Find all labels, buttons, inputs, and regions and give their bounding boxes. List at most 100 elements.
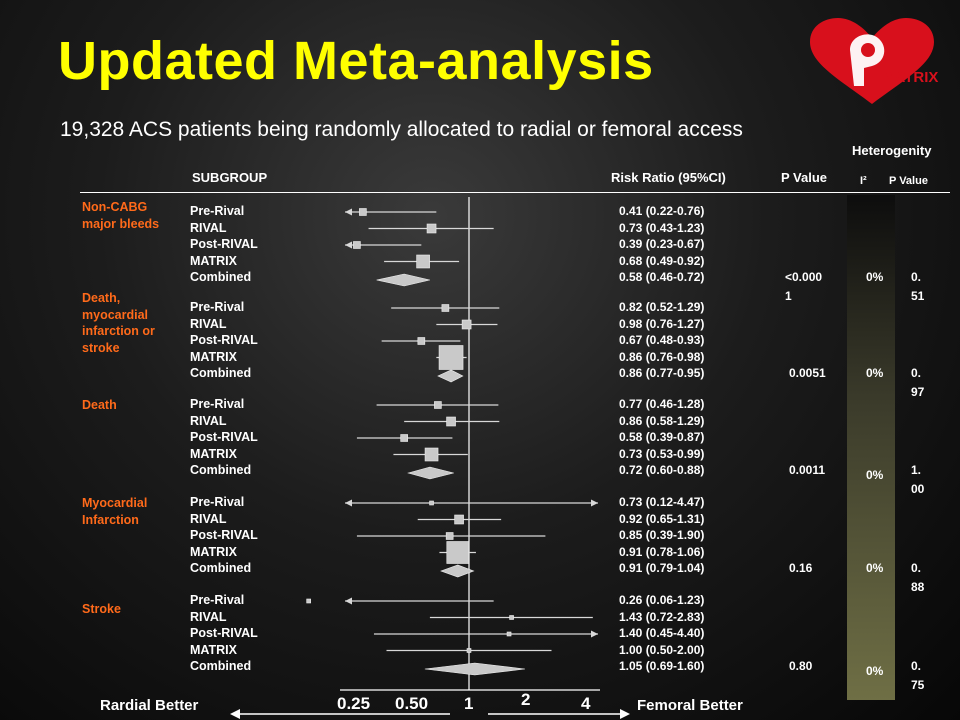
study-rr-text: 0.68 (0.49-0.92) (619, 253, 705, 268)
study-rr-text: 0.41 (0.22-0.76) (619, 204, 705, 218)
study-name: Post-RIVAL (190, 333, 258, 347)
point-estimate-square (434, 401, 442, 409)
heterogeneity-column-band (847, 195, 895, 700)
svg-text:MATRIX: MATRIX (882, 69, 938, 86)
radial-arrow-head (230, 709, 240, 719)
heterogeneity-p-value: 1.00 (911, 463, 925, 496)
heterogeneity-p-value: 0.51 (911, 270, 925, 303)
pooled-p-value: 0.16 (789, 561, 813, 575)
combined-label: Combined (190, 659, 252, 673)
subgroup-label: Death, myocardial infarction or stroke (82, 291, 155, 355)
study-rr-text: 0.67 (0.48-0.93) (619, 333, 705, 347)
study-rr-text: 0.92 (0.65-1.31) (619, 511, 705, 526)
study-rr-text: 0.82 (0.52-1.29) (619, 300, 705, 314)
subgroup-label: Death (82, 398, 117, 412)
study-rr-text: 0.58 (0.39-0.87) (619, 430, 705, 444)
pooled-p-value: <0.0001 (785, 270, 823, 303)
radial-better-label: Rardial Better (100, 697, 199, 714)
header-divider (80, 192, 950, 193)
point-estimate-square (416, 254, 430, 269)
study-name: Post-RIVAL (190, 430, 258, 444)
study-name: RIVAL (190, 220, 227, 235)
ci-arrow-left (345, 499, 352, 507)
point-estimate-square (359, 208, 367, 216)
study-name: MATRIX (190, 544, 237, 559)
subgroup-label: Non-CABG major bleeds (82, 200, 160, 231)
x-tick-label: 1 (464, 694, 474, 713)
point-estimate-square (426, 223, 437, 234)
study-name: Post-RIVAL (190, 237, 258, 251)
combined-rr-text: 0.58 (0.46-0.72) (619, 270, 705, 284)
slide-title: Updated Meta-analysis (58, 31, 654, 91)
point-estimate-square (306, 598, 311, 604)
x-tick-label: 0.50 (395, 694, 429, 713)
point-estimate-square (429, 500, 434, 506)
point-estimate-square (446, 416, 456, 427)
i2-value: 0% (866, 561, 884, 575)
combined-rr-text: 0.91 (0.79-1.04) (619, 561, 705, 575)
ci-arrow-right (591, 499, 598, 507)
point-estimate-square (506, 631, 512, 637)
ci-arrow-left (345, 597, 352, 605)
i2-value: 0% (866, 366, 884, 380)
combined-rr-text: 1.05 (0.69-1.60) (619, 659, 705, 673)
study-name: Pre-Rival (190, 204, 245, 218)
femoral-arrow-head (620, 709, 630, 719)
pooled-p-value: 0.0011 (789, 463, 826, 477)
study-name: RIVAL (190, 413, 227, 428)
i2-value: 0% (866, 468, 884, 482)
femoral-better-label: Femoral Better (637, 697, 743, 714)
study-rr-text: 1.40 (0.45-4.40) (619, 626, 705, 640)
het-p-value-header: P Value (889, 175, 928, 187)
study-name: Pre-Rival (190, 300, 245, 314)
study-name: MATRIX (190, 642, 237, 657)
combined-diamond (424, 662, 525, 676)
combined-rr-text: 0.72 (0.60-0.88) (619, 463, 705, 477)
i2-value: 0% (866, 270, 884, 284)
slide-subtitle: 19,328 ACS patients being randomly alloc… (60, 118, 743, 141)
combined-diamond (437, 369, 464, 383)
point-estimate-square (353, 241, 361, 249)
x-tick-label: 0.25 (337, 694, 371, 713)
point-estimate-square (509, 615, 514, 620)
combined-diamond (440, 564, 475, 578)
point-estimate-square (424, 447, 439, 462)
combined-label: Combined (190, 270, 252, 284)
study-name: MATRIX (190, 349, 237, 364)
subgroup-label: Stroke (82, 602, 121, 616)
heterogenity-header: Heterogenity (852, 143, 932, 158)
study-rr-text: 0.86 (0.58-1.29) (619, 413, 705, 428)
study-rr-text: 0.85 (0.39-1.90) (619, 528, 705, 542)
study-name: RIVAL (190, 609, 227, 624)
study-rr-text: 1.00 (0.50-2.00) (619, 642, 705, 657)
point-estimate-square (417, 337, 426, 345)
study-name: MATRIX (190, 253, 237, 268)
combined-label: Combined (190, 463, 252, 477)
study-rr-text: 0.39 (0.23-0.67) (619, 237, 705, 251)
study-name: Post-RIVAL (190, 528, 258, 542)
study-rr-text: 0.86 (0.76-0.98) (619, 349, 705, 364)
combined-diamond (407, 466, 454, 480)
x-tick-label: 2 (521, 690, 531, 709)
subgroup-label: Myocardial Infarction (82, 496, 148, 527)
point-estimate-square (400, 434, 408, 442)
study-rr-text: 0.73 (0.53-0.99) (619, 446, 705, 461)
subgroup-header: SUBGROUP (192, 170, 268, 185)
study-name: RIVAL (190, 511, 227, 526)
study-rr-text: 0.73 (0.43-1.23) (619, 220, 705, 235)
risk-ratio-header: Risk Ratio (95%CI) (611, 170, 726, 185)
p-value-header: P Value (781, 170, 828, 185)
heterogeneity-p-value: 0.75 (911, 659, 925, 692)
heterogeneity-p-value: 0.88 (911, 561, 925, 594)
study-name: Post-RIVAL (190, 626, 258, 640)
i2-value: 0% (866, 664, 884, 678)
study-rr-text: 1.43 (0.72-2.83) (619, 609, 705, 624)
point-estimate-square (461, 319, 472, 330)
matrix-logo: MATRIX (810, 18, 938, 104)
heterogeneity-p-value: 0.97 (911, 366, 925, 399)
ci-arrow-left (345, 241, 352, 249)
point-estimate-square (441, 304, 450, 312)
point-estimate-square (446, 541, 470, 564)
